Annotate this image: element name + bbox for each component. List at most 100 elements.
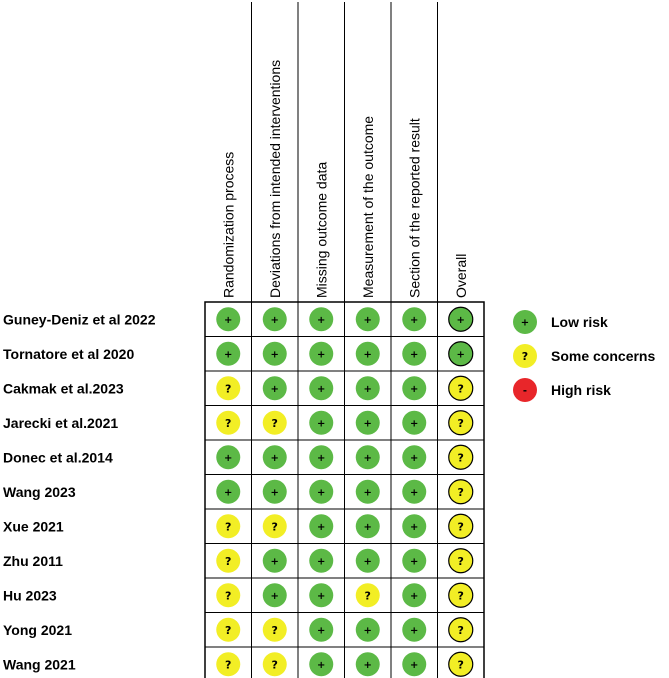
rating-circle [402,617,427,642]
rating-circle [448,582,474,608]
rating-symbol: ? [458,658,464,671]
study-label: Xue 2021 [3,518,64,534]
rating-symbol: + [364,625,372,636]
rating-circle [309,341,334,366]
rating-circle [262,376,287,401]
rating-cell-some: ? [448,513,474,539]
rating-symbol: + [410,384,418,395]
rating-cell-some: ? [448,479,474,505]
rating-symbol: + [364,556,372,567]
rating-circle [448,651,474,677]
rating-symbol: + [317,522,325,533]
rating-symbol: + [364,349,372,360]
rating-circle [355,376,380,401]
rating-cell-low: + [262,341,287,366]
rating-cell-low: + [309,617,334,642]
rating-cell-low: + [355,410,380,435]
rating-symbol: ? [458,520,464,533]
rating-symbol: + [410,315,418,326]
rating-symbol: + [410,349,418,360]
rating-cell-low: + [309,548,334,573]
rating-circle [262,548,287,573]
rating-symbol: + [410,453,418,464]
rating-circle [262,514,287,539]
rating-symbol: ? [458,417,464,430]
legend-symbol: + [521,318,529,329]
rating-symbol: ? [272,520,278,533]
rating-circle [355,548,380,573]
rating-symbol: + [224,487,232,498]
rating-circle [402,514,427,539]
rating-symbol: + [317,625,325,636]
rating-circle [262,479,287,504]
rating-circle [216,514,241,539]
rating-cell-some: ? [448,582,474,608]
study-label: Tornatore et al 2020 [3,346,134,362]
rating-symbol: ? [225,520,231,533]
column-labels: Randomization process Deviations from int… [220,60,469,298]
legend-label: Some concerns [551,348,655,364]
rating-circle [402,410,427,435]
rating-symbol: + [317,418,325,429]
rating-circle [448,548,474,574]
rating-cell-low: + [262,445,287,470]
rating-cell-some: ? [216,617,241,642]
rating-circle [309,410,334,435]
legend-label: High risk [551,382,611,398]
rating-cell-some: ? [448,410,474,436]
rating-circle [262,583,287,608]
rating-cell-some: ? [216,410,241,435]
rating-cell-some: ? [216,514,241,539]
rating-circle [309,617,334,642]
rating-symbol: + [271,349,279,360]
rating-circle [402,652,427,677]
rating-cell-low: + [402,445,427,470]
rating-cell-low: + [355,514,380,539]
rating-circle [216,583,241,608]
rating-circle [448,479,474,505]
rating-cell-low: + [309,307,334,332]
study-label: Jarecki et al.2021 [3,415,118,431]
study-labels: Guney-Deniz et al 2022 Tornatore et al 20… [3,311,156,672]
rating-cell-some: ? [355,583,380,608]
rating-circle [216,548,241,573]
rating-symbol: + [410,418,418,429]
rating-circle [262,307,287,332]
rating-symbol: + [364,315,372,326]
rating-symbol: + [364,453,372,464]
rating-cell-low: + [216,479,241,504]
legend-circle [513,378,537,402]
study-label: Yong 2021 [3,622,72,638]
rating-cell-low: + [355,341,380,366]
rating-symbol: ? [225,624,231,637]
rating-cell-some: ? [448,651,474,677]
rating-cell-low: + [402,583,427,608]
rating-cell-low: + [216,307,241,332]
rating-symbol: + [317,453,325,464]
rating-symbol: + [410,591,418,602]
rating-cell-some: ? [216,548,241,573]
rating-cell-low: + [402,376,427,401]
rating-cell-low: + [402,514,427,539]
rating-circle [216,617,241,642]
rating-circle [309,548,334,573]
rating-symbol: + [410,522,418,533]
rating-circle [448,513,474,539]
rating-symbol: ? [458,589,464,602]
rating-symbol: + [271,453,279,464]
rating-symbol: ? [225,589,231,602]
rating-symbol: + [317,487,325,498]
rating-circle [355,341,380,366]
rating-circle [448,375,474,401]
rating-circle [448,444,474,470]
rating-symbol: + [317,660,325,671]
legend-label: Low risk [551,314,608,330]
rating-cell-low: + [309,514,334,539]
column-label: Deviations from intended interventions [267,60,283,298]
rating-cell-some: ? [216,376,241,401]
study-label: Donec et al.2014 [3,449,113,465]
rating-circle [355,445,380,470]
rating-circle [262,410,287,435]
rating-cell-low: + [402,341,427,366]
column-label: Randomization process [220,152,236,298]
